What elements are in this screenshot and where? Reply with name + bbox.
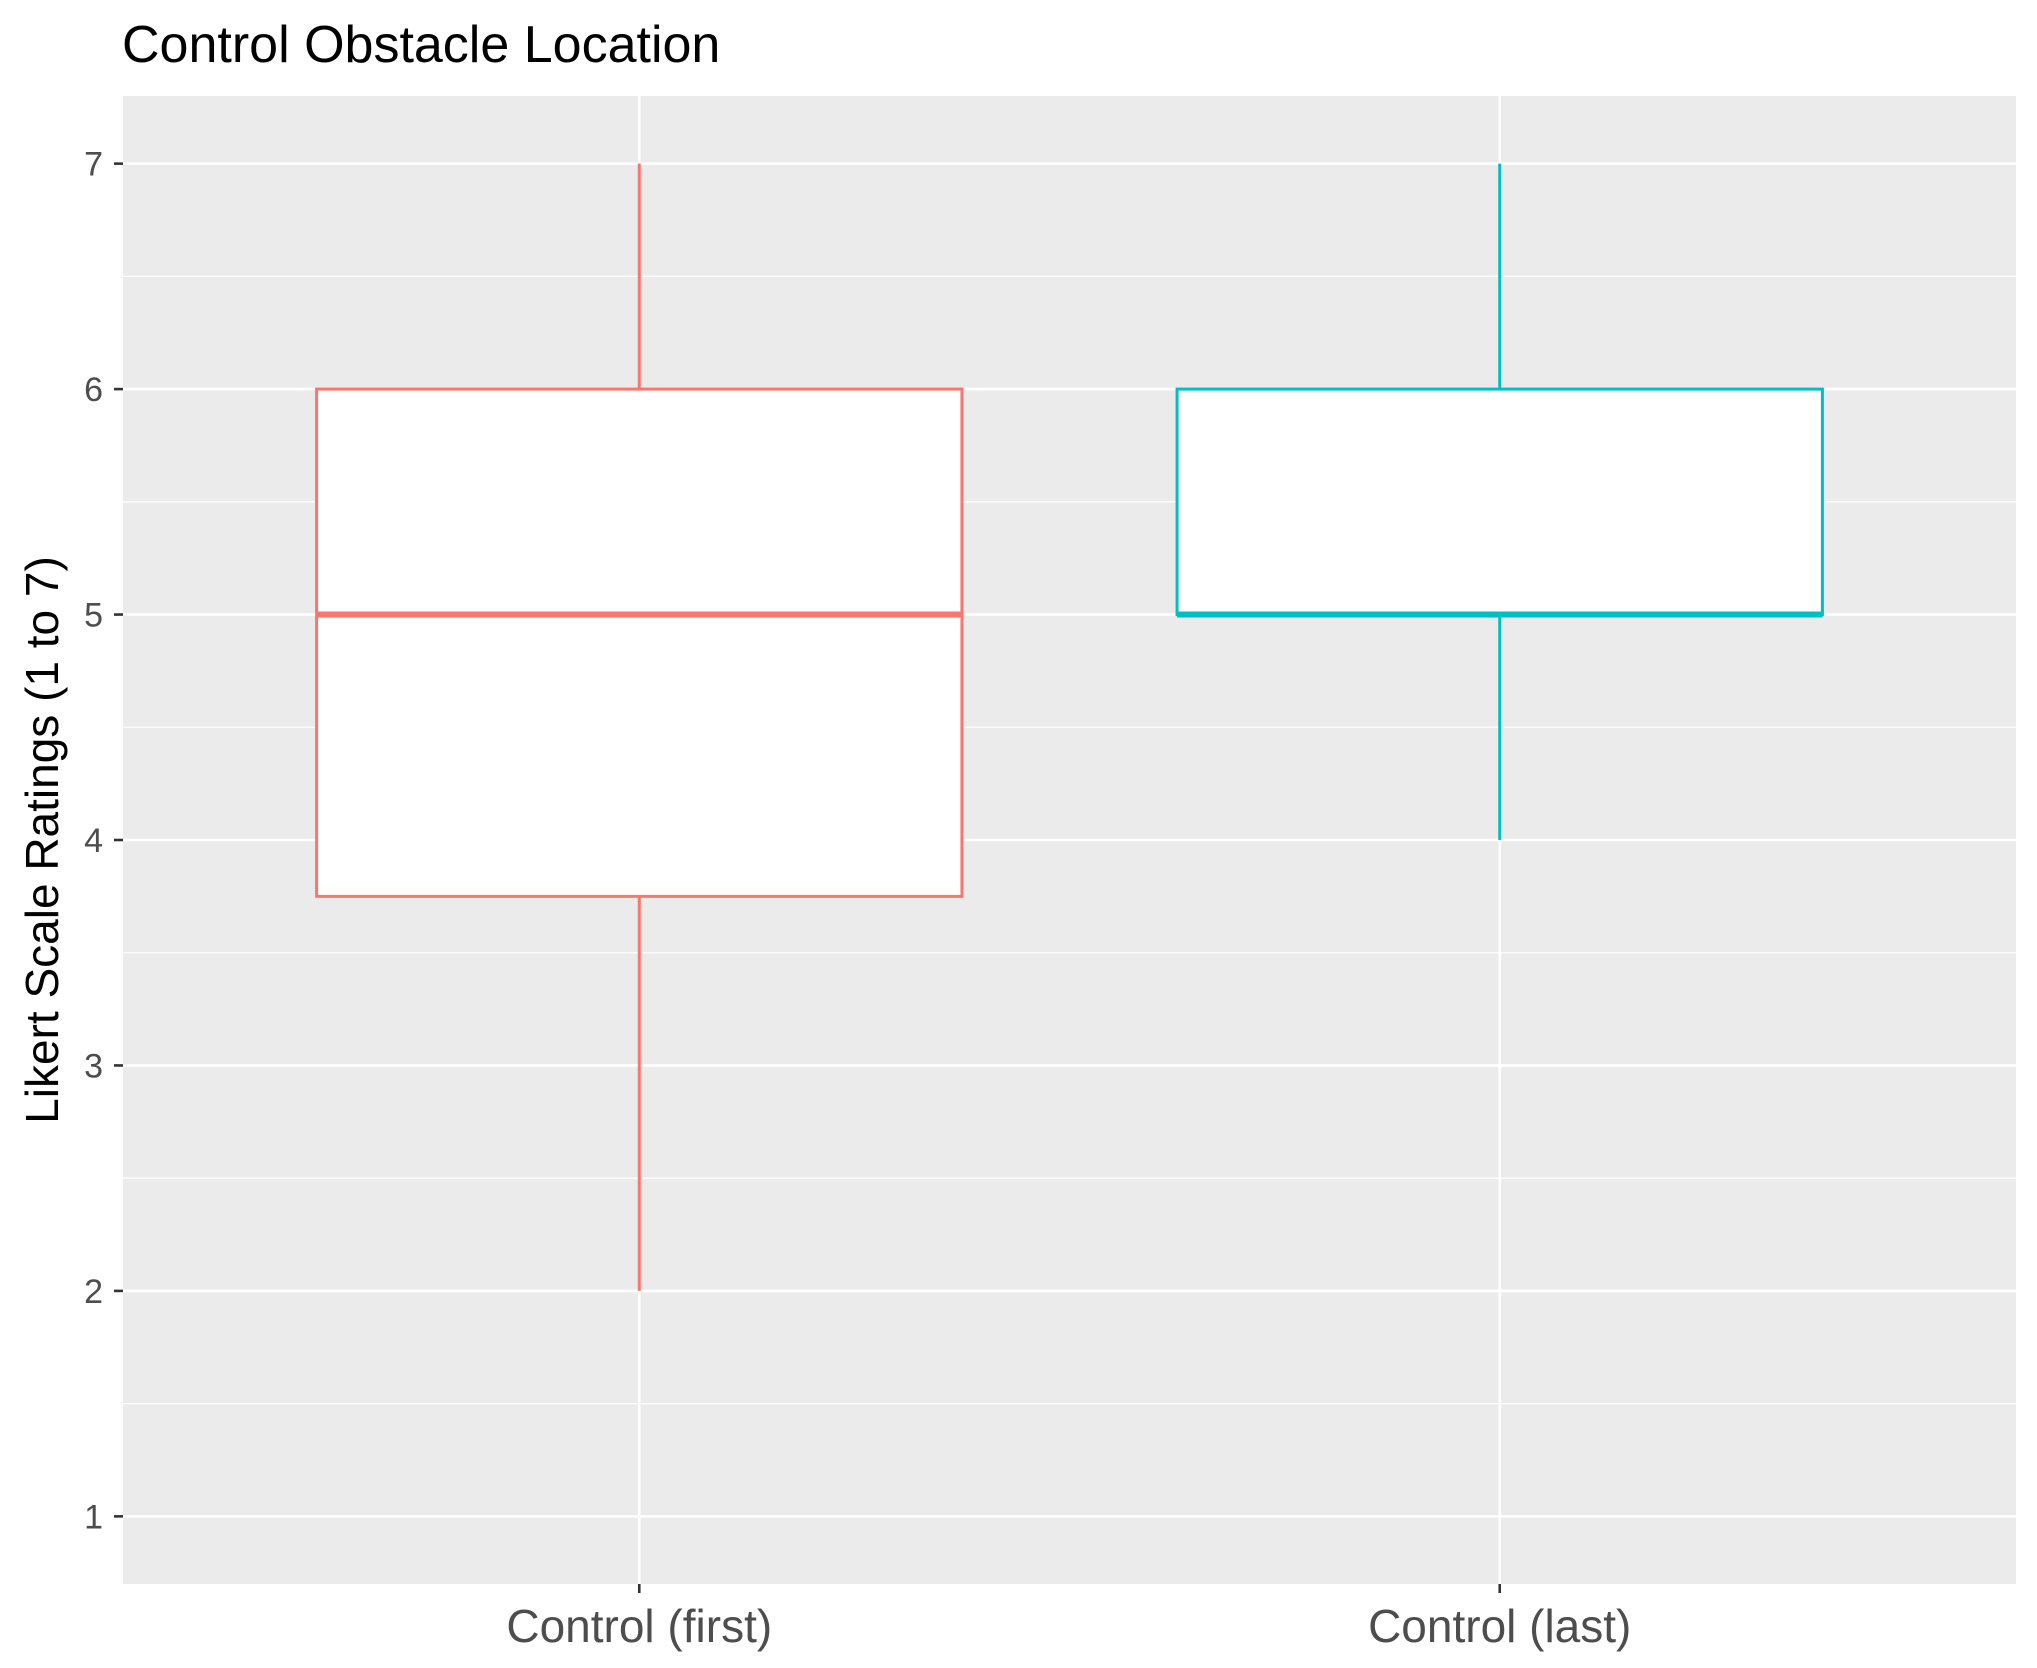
boxes [315,163,1824,1291]
box-group [1175,163,1824,840]
y-tick-label: 6 [84,371,103,409]
box-iqr [315,387,964,898]
y-axis: 1 2 3 4 5 6 7 [84,146,123,1536]
y-tick-label: 2 [84,1273,103,1311]
y-tick-label: 3 [84,1047,103,1085]
y-axis-label: Likert Scale Ratings (1 to 7) [16,556,68,1124]
y-tick-label: 4 [84,822,103,860]
x-tick-label: Control (last) [1368,1600,1631,1652]
box-iqr [1175,387,1824,617]
box-group [315,163,964,1291]
x-axis: Control (first) Control (last) [506,1584,1631,1652]
y-tick-label: 5 [84,597,103,635]
x-tick-label: Control (first) [506,1600,772,1652]
y-tick-label: 1 [84,1498,103,1536]
chart-title: Control Obstacle Location [122,16,720,74]
y-tick-label: 7 [84,146,103,184]
